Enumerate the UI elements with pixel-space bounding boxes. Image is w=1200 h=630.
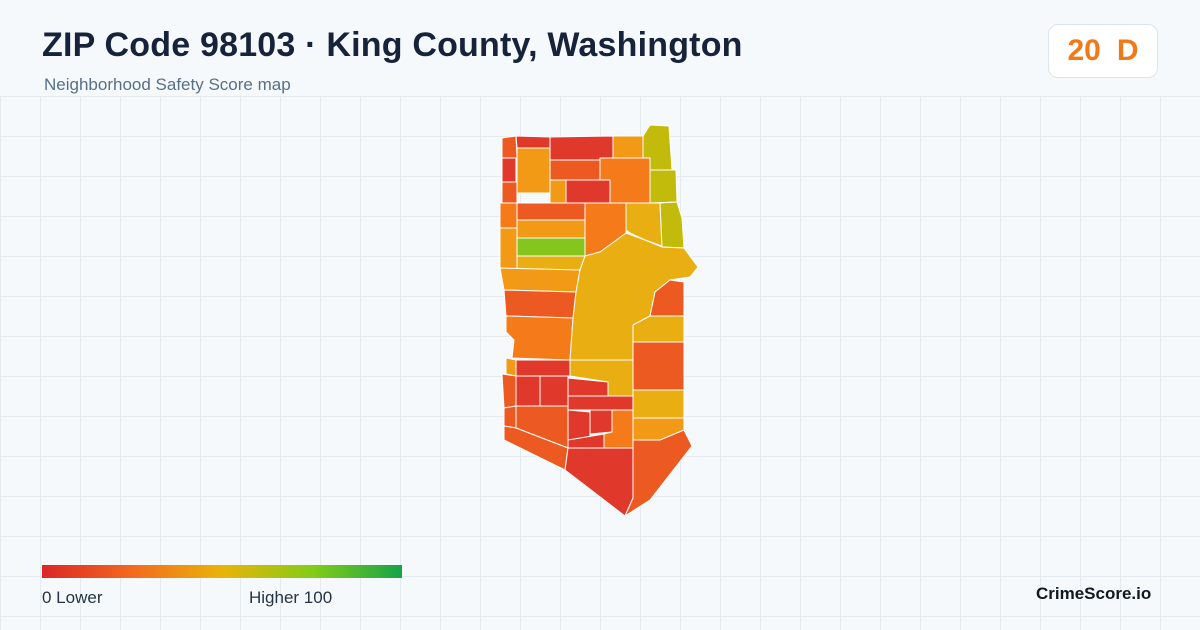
map-region[interactable]	[501, 157, 517, 183]
page-title: ZIP Code 98103 · King County, Washington	[42, 26, 743, 64]
map-region[interactable]	[612, 135, 644, 159]
map-region[interactable]	[499, 227, 518, 271]
map-region[interactable]	[516, 237, 586, 257]
map-region[interactable]	[649, 169, 678, 204]
map-region[interactable]	[649, 279, 685, 317]
map-region[interactable]	[567, 409, 591, 441]
map-region[interactable]	[632, 341, 685, 391]
map-region[interactable]	[539, 375, 569, 407]
page-subtitle: Neighborhood Safety Score map	[44, 75, 291, 94]
map-region[interactable]	[501, 135, 518, 159]
legend-low-label: 0 Lower	[42, 588, 103, 607]
map-region[interactable]	[515, 135, 551, 149]
map-region[interactable]	[501, 373, 517, 409]
map-region[interactable]	[632, 389, 685, 419]
map-region[interactable]	[589, 409, 613, 435]
map-region[interactable]	[515, 359, 571, 377]
legend-color-scale	[42, 565, 402, 578]
map-region[interactable]	[659, 201, 685, 249]
map-region[interactable]	[505, 315, 574, 361]
map-region[interactable]	[549, 135, 614, 161]
map-region[interactable]	[516, 219, 586, 239]
map-region[interactable]	[549, 159, 601, 181]
map-region[interactable]	[499, 202, 518, 229]
map-region[interactable]	[501, 181, 518, 204]
map-region[interactable]	[516, 202, 586, 221]
map-region[interactable]	[549, 179, 567, 204]
score-value: 20	[1067, 34, 1101, 67]
map-region[interactable]	[503, 289, 577, 319]
score-grade: D	[1116, 34, 1139, 67]
map-region[interactable]	[516, 147, 551, 194]
brand-logo[interactable]: CrimeScore.io	[1036, 584, 1152, 603]
map-region[interactable]	[503, 405, 517, 429]
map-region[interactable]	[567, 395, 634, 411]
score-badge: 20 D	[1048, 24, 1158, 78]
map-region[interactable]	[499, 267, 581, 293]
map-region[interactable]	[505, 357, 517, 377]
map-region[interactable]	[515, 375, 541, 407]
map-region[interactable]	[564, 447, 634, 517]
legend-high-label: Higher 100	[249, 588, 333, 607]
map-region[interactable]	[516, 255, 586, 271]
map-region[interactable]	[565, 179, 611, 204]
map-region[interactable]	[624, 429, 693, 517]
